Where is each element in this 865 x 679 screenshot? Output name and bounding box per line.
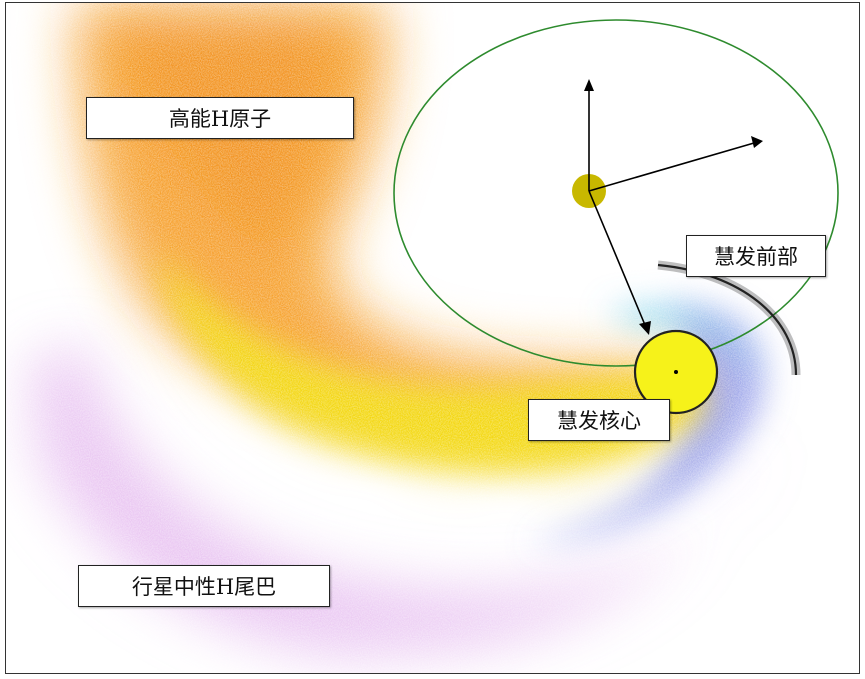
figure-frame: 高能H原子 慧发前部 慧发核心 行星中性H尾巴 (5, 2, 860, 674)
arrow-up (584, 79, 594, 191)
label-energetic-h-atoms: 高能H原子 (86, 97, 354, 139)
arrow-down (588, 190, 651, 335)
label-coma-front: 慧发前部 (686, 235, 826, 277)
label-neutral-h-tail: 行星中性H尾巴 (78, 565, 330, 607)
nucleus-center-dot (674, 370, 678, 374)
label-coma-nucleus: 慧发核心 (528, 399, 670, 441)
planet-orbit (393, 19, 839, 367)
arrow-right (588, 136, 763, 192)
